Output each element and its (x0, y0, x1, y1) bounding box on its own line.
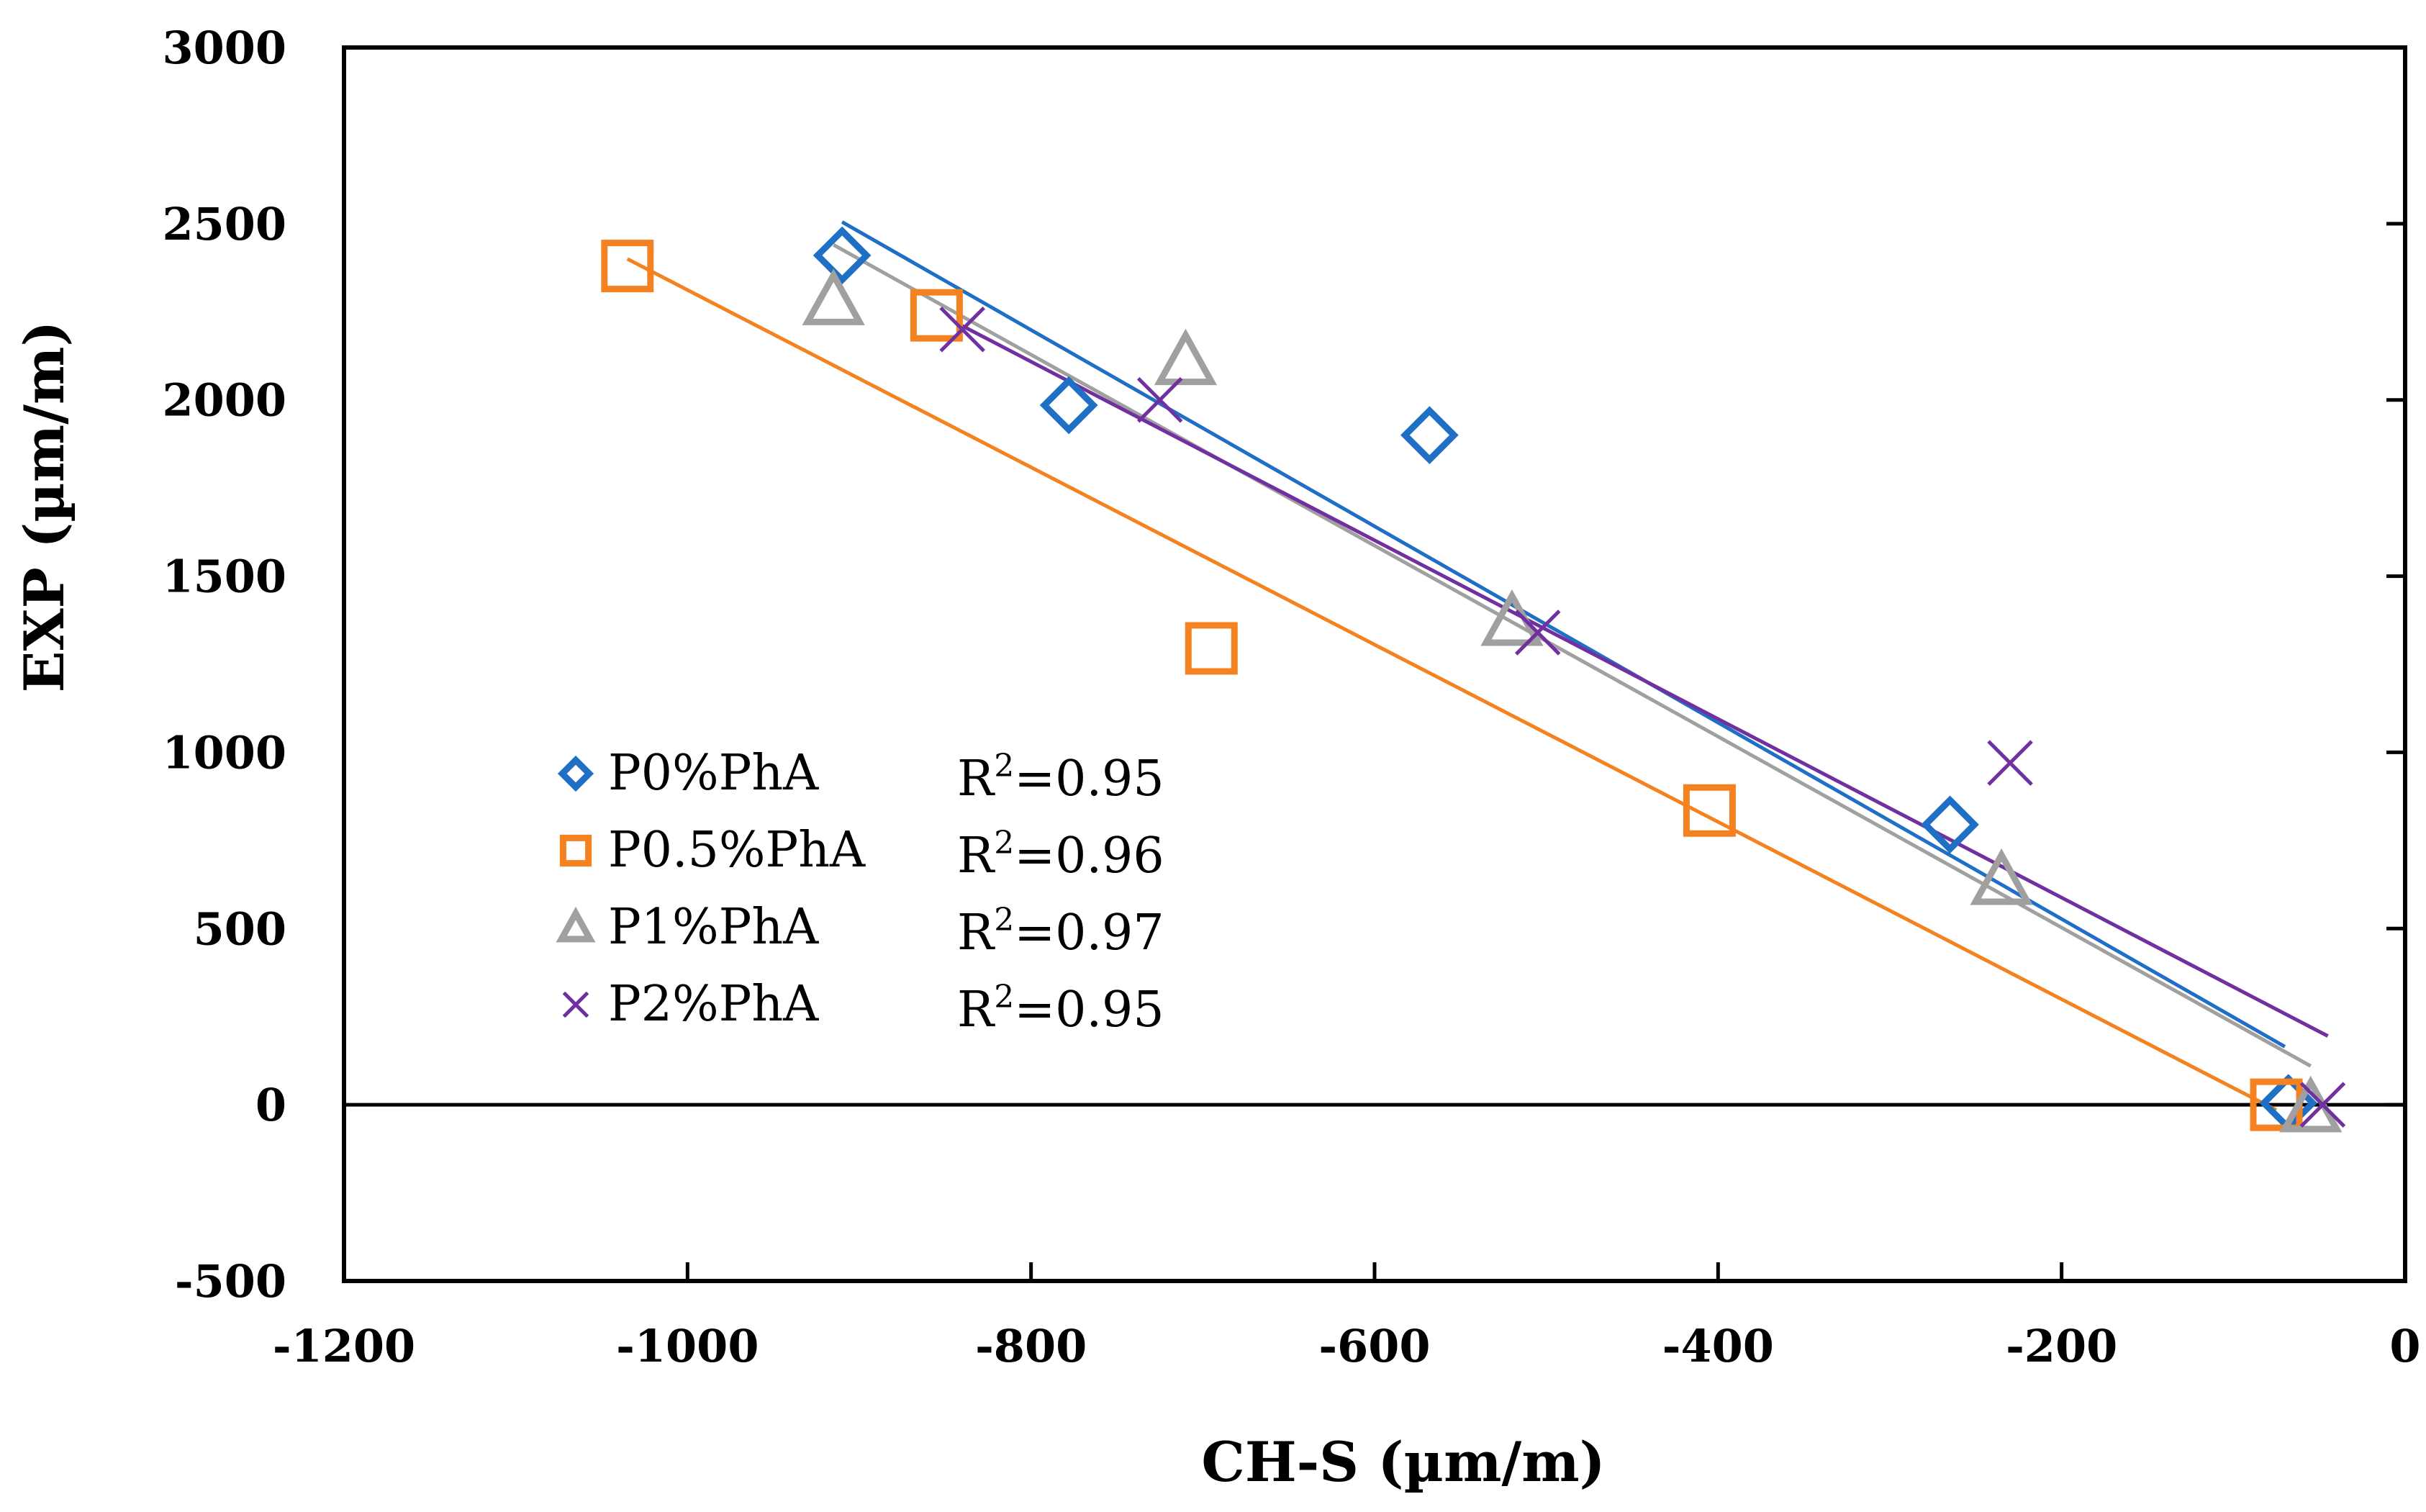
trendline-p2-pha (961, 324, 2329, 1038)
r2-label-p2-pha: R2=0.95 (957, 979, 1164, 1038)
data-point-p0-pha (813, 226, 872, 285)
legend-label-p0-pha: P0%PhA (608, 745, 819, 802)
y-tick-label: -500 (175, 1255, 286, 1308)
r2-label-p0-5-pha: R2=0.96 (957, 825, 1164, 884)
data-point-p2-pha (1136, 376, 1183, 423)
y-tick-label: 0 (255, 1079, 286, 1131)
legend-label-p2-pha: P2%PhA (608, 976, 819, 1033)
data-point-p0-pha (1400, 406, 1459, 465)
trendline-p1-pha (832, 243, 2312, 1068)
data-point-p0-5-pha (601, 240, 654, 293)
x-tick-label: -800 (975, 1320, 1087, 1372)
r2-label-p0-pha: R2=0.95 (957, 748, 1164, 807)
x-tick-label: -1200 (273, 1320, 415, 1372)
trendline-p0-pha (841, 220, 2286, 1049)
y-tick-label: 1500 (162, 551, 286, 603)
legend-marker-p2-pha (562, 991, 589, 1018)
legend-marker-p1-pha (556, 906, 596, 943)
data-point-p0-pha (1039, 376, 1098, 435)
x-tick-label: -200 (2006, 1320, 2117, 1372)
data-point-p0-5-pha (910, 289, 963, 342)
y-tick-label: 2500 (162, 198, 286, 250)
axes-layer: -1200 -1000 -800 -600 -400 -200 0 -500 0 500 1000 1… (162, 22, 2420, 1372)
data-point-p2-pha (2299, 1082, 2346, 1128)
y-tick-label: 3000 (162, 22, 286, 74)
y-tick-label: 1000 (162, 726, 286, 779)
y-tick-label: 2000 (162, 374, 286, 427)
trendline-p0-5-pha (626, 257, 2278, 1112)
legend-marker-p0-5-pha (559, 834, 592, 867)
y-tick-label: 500 (194, 902, 286, 955)
data-point-p0-5-pha (1185, 622, 1238, 675)
data-point-p2-pha (1987, 740, 2033, 786)
y-axis-title: EXP (µm/m) (12, 321, 76, 693)
x-tick-label: -600 (1318, 1320, 1430, 1372)
legend-label-p1-pha: P1%PhA (608, 899, 819, 956)
x-tick-label: -1000 (616, 1320, 759, 1372)
x-axis-title: CH-S (µm/m) (1201, 1430, 1605, 1494)
data-point-p1-pha (1970, 848, 2033, 905)
x-tick-label: -400 (1662, 1320, 1774, 1372)
r2-label-p1-pha: R2=0.97 (957, 902, 1164, 961)
marker-layer (601, 226, 2346, 1133)
data-point-p2-pha (939, 307, 985, 353)
data-point-p1-pha (1154, 328, 1218, 386)
data-point-p2-pha (1514, 610, 1561, 656)
trendline-layer (626, 220, 2329, 1112)
legend-label-p0-5-pha: P0.5%PhA (608, 822, 866, 879)
data-point-p0-pha (1921, 795, 1979, 854)
data-point-p1-pha (802, 268, 865, 325)
legend-marker-p0-pha (557, 755, 594, 792)
x-tick-label: 0 (2389, 1320, 2420, 1372)
data-point-p0-5-pha (1683, 784, 1736, 837)
legend: P0%PhA R2=0.95 P0.5%PhA R2=0.96 P1%PhA R2=0.9… (556, 745, 1164, 1038)
